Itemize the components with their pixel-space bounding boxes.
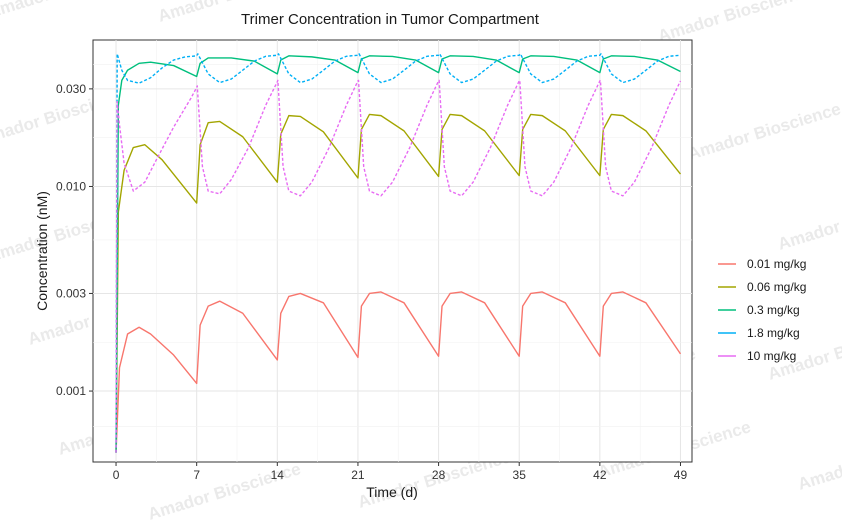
x-tick-label: 14 [271, 468, 285, 482]
y-tick-label: 0.010 [56, 179, 86, 193]
legend-item: 1.8 mg/kg [718, 326, 800, 340]
x-tick-label: 7 [193, 468, 200, 482]
y-tick-label: 0.001 [56, 384, 86, 398]
legend-label: 0.3 mg/kg [747, 303, 800, 317]
watermark-text: Amador Bioscience [656, 0, 813, 46]
legend-label: 10 mg/kg [747, 349, 796, 363]
x-tick-label: 21 [351, 468, 365, 482]
watermark-text: Amador Bioscience [0, 0, 143, 22]
y-tick-label: 0.030 [56, 82, 86, 96]
series-line [115, 53, 681, 453]
plot-panel [92, 39, 693, 463]
x-axis-ticks: 0 7 14 21 28 35 42 49 [113, 462, 688, 482]
legend-label: 0.01 mg/kg [747, 257, 806, 271]
legend-label: 1.8 mg/kg [747, 326, 800, 340]
chart-title: Trimer Concentration in Tumor Compartmen… [241, 11, 540, 28]
watermark-text: Amador Bioscience [796, 429, 842, 494]
y-axis-label: Concentration (nM) [34, 191, 50, 311]
legend: 0.01 mg/kg 0.06 mg/kg 0.3 mg/kg 1.8 mg/kg 10… [718, 257, 806, 363]
legend-item: 10 mg/kg [718, 349, 796, 363]
series-line [115, 291, 682, 453]
x-axis-label: Time (d) [366, 484, 418, 500]
series-line [115, 79, 682, 453]
series-lines [115, 53, 682, 453]
x-tick-label: 35 [513, 468, 527, 482]
x-tick-label: 42 [593, 468, 607, 482]
legend-label: 0.06 mg/kg [747, 280, 806, 294]
x-tick-label: 49 [674, 468, 688, 482]
grid-lines [93, 40, 692, 462]
series-line [115, 55, 681, 453]
x-tick-label: 0 [113, 468, 120, 482]
x-tick-label: 28 [432, 468, 446, 482]
y-axis-ticks: 0.001 0.003 0.010 0.030 [56, 82, 93, 398]
legend-item: 0.3 mg/kg [718, 303, 800, 317]
series-line [115, 113, 682, 453]
legend-item: 0.06 mg/kg [718, 280, 806, 294]
legend-item: 0.01 mg/kg [718, 257, 806, 271]
y-tick-label: 0.003 [56, 286, 86, 300]
watermark-text: Amador Bioscience [686, 99, 842, 164]
watermark-text: Amador Bioscience [776, 189, 842, 254]
